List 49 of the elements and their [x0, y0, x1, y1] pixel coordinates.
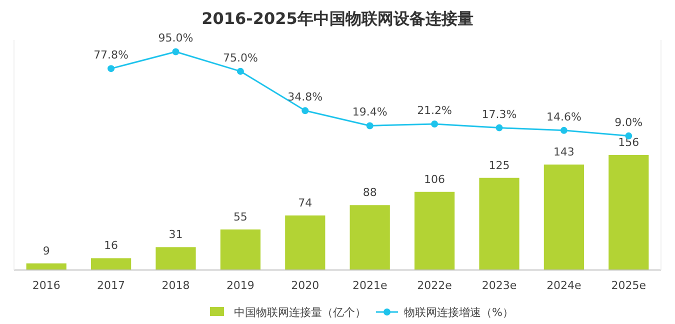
- legend-label: 物联网连接增速（%）: [404, 306, 514, 319]
- data-label: 14.6%: [546, 110, 582, 124]
- chart-title: 2016-2025年中国物联网设备连接量: [202, 9, 474, 28]
- data-label: 95.0%: [158, 32, 194, 45]
- data-label: 143: [553, 146, 574, 159]
- point: [302, 107, 309, 114]
- bar: [285, 215, 326, 270]
- x-tick-label: 2020: [291, 279, 320, 292]
- data-label: 74: [298, 196, 312, 210]
- data-label: 9: [42, 244, 50, 258]
- data-label: 31: [168, 228, 183, 242]
- point: [560, 126, 568, 134]
- x-tick-label: 2022e: [417, 279, 452, 292]
- x-tick-label: 2019: [226, 279, 254, 292]
- x-tick-label: 2016: [32, 279, 60, 292]
- legend-label: 中国物联网连接量（亿个）: [234, 306, 366, 319]
- bar: [479, 178, 520, 270]
- point: [496, 124, 503, 132]
- point: [108, 65, 115, 72]
- data-label: 106: [424, 172, 446, 186]
- data-label: 16: [104, 239, 118, 252]
- x-tick-label: 2024e: [546, 279, 582, 292]
- data-label: 125: [488, 158, 510, 172]
- data-label: 55: [233, 210, 248, 224]
- point: [172, 48, 180, 56]
- x-tick-label: 2025e: [611, 279, 646, 292]
- bar: [26, 263, 66, 270]
- bar: [414, 192, 455, 270]
- bar: [90, 258, 132, 270]
- bar: [220, 229, 261, 270]
- data-label: 88: [362, 186, 377, 200]
- data-label: 75.0%: [222, 51, 258, 64]
- x-tick-label: 2017: [97, 279, 126, 292]
- point: [431, 120, 438, 128]
- data-label: 77.8%: [94, 48, 129, 62]
- bar: [608, 155, 649, 270]
- bar: [544, 164, 584, 270]
- x-tick-label: 2018: [162, 279, 190, 292]
- data-label: 19.4%: [352, 106, 388, 119]
- bar: [350, 205, 390, 270]
- x-tick-label: 2023e: [482, 279, 517, 292]
- bar: [156, 247, 196, 270]
- data-label: 34.8%: [288, 90, 323, 104]
- data-label: 17.3%: [482, 108, 517, 121]
- point: [236, 68, 244, 75]
- point: [366, 122, 374, 130]
- data-label: 21.2%: [417, 104, 452, 117]
- x-tick-label: 2021e: [352, 279, 388, 292]
- data-label: 9.0%: [614, 116, 643, 129]
